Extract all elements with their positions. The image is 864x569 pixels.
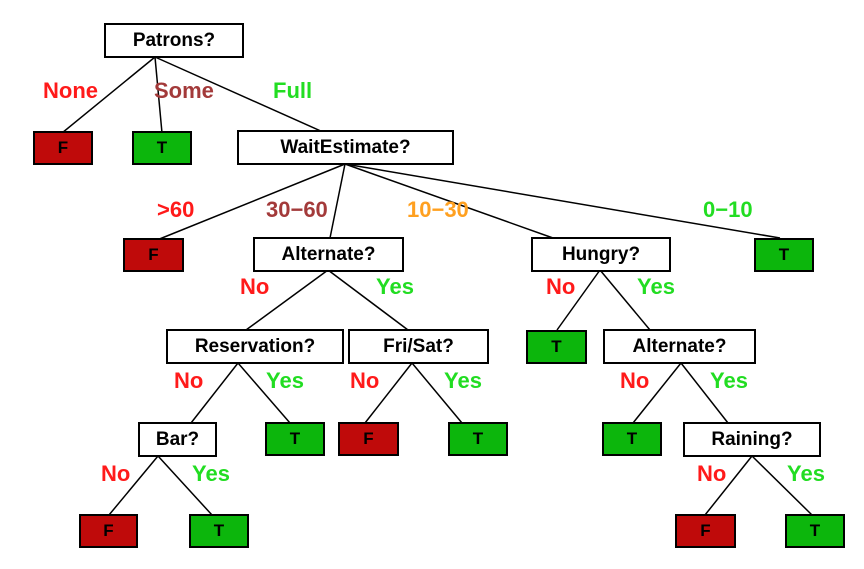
node-bar: Bar? [138,422,217,457]
leaf-0-10-true: T [754,238,814,272]
leaf-reservation-yes-true: T [265,422,325,456]
branch-label-hungry-no: No [546,274,576,299]
leaf-frisat-yes-true: T [448,422,508,456]
branch-label-some: Some [154,78,214,103]
branch-label-full: Full [273,78,313,103]
branch-label-reservation-yes: Yes [266,368,304,393]
leaf-some-true: T [132,131,192,165]
edge-alt2-no [632,362,682,424]
branch-label-frisat-yes: Yes [444,368,482,393]
branch-label-alt1-yes: Yes [376,274,414,299]
leaf-bar-yes-true: T [189,514,249,548]
edge-alt1-no [245,269,329,331]
branch-label-gt60: >60 [157,197,195,222]
leaf-gt60-false: F [123,238,184,272]
edge-wait-0-10 [344,163,781,239]
edge-bar-yes [157,455,213,516]
branch-label-raining-no: No [697,461,727,486]
leaf-none-false: F [33,131,93,165]
branch-label-alt2-no: No [620,368,650,393]
leaf-hungry-no-true: T [526,330,587,364]
edge-frisat-yes [411,362,463,424]
node-hungry: Hungry? [531,237,671,272]
edge-reservation-yes [237,362,291,424]
leaf-alternate2-no-true: T [602,422,662,456]
edge-hungry-no [556,269,601,331]
node-alternate-1: Alternate? [253,237,404,272]
node-patrons: Patrons? [104,23,244,58]
leaf-raining-yes-true: T [785,514,845,548]
node-alternate-2: Alternate? [603,329,756,364]
edge-wait-10-30 [344,163,554,239]
edge-wait-30-60 [329,163,346,239]
edge-patrons-some [154,56,163,134]
branch-label-alt2-yes: Yes [710,368,748,393]
branch-label-10-30: 10−30 [407,197,469,222]
edge-bar-no [108,455,159,516]
branch-label-raining-yes: Yes [787,461,825,486]
node-wait-estimate: WaitEstimate? [237,130,454,165]
edge-alt2-yes [680,362,729,424]
edge-frisat-no [364,362,413,424]
edge-raining-yes [751,455,813,516]
branch-label-0-10: 0−10 [703,197,753,222]
branch-label-reservation-no: No [174,368,204,393]
edge-alt1-yes [327,269,409,331]
branch-label-30-60: 30−60 [266,197,328,222]
edge-reservation-no [190,362,239,424]
node-fri-sat: Fri/Sat? [348,329,489,364]
leaf-frisat-no-false: F [338,422,399,456]
edge-patrons-none [61,56,156,134]
branch-label-frisat-no: No [350,368,380,393]
node-reservation: Reservation? [166,329,344,364]
leaf-raining-no-false: F [675,514,736,548]
leaf-bar-no-false: F [79,514,138,548]
edge-wait-gt60 [156,163,346,241]
branch-label-none: None [43,78,98,103]
branch-label-alt1-no: No [240,274,270,299]
branch-label-bar-yes: Yes [192,461,230,486]
edge-raining-no [704,455,753,516]
edge-hungry-yes [599,269,651,331]
branch-label-bar-no: No [101,461,131,486]
node-raining: Raining? [683,422,821,457]
edge-patrons-full [154,56,324,133]
branch-label-hungry-yes: Yes [637,274,675,299]
